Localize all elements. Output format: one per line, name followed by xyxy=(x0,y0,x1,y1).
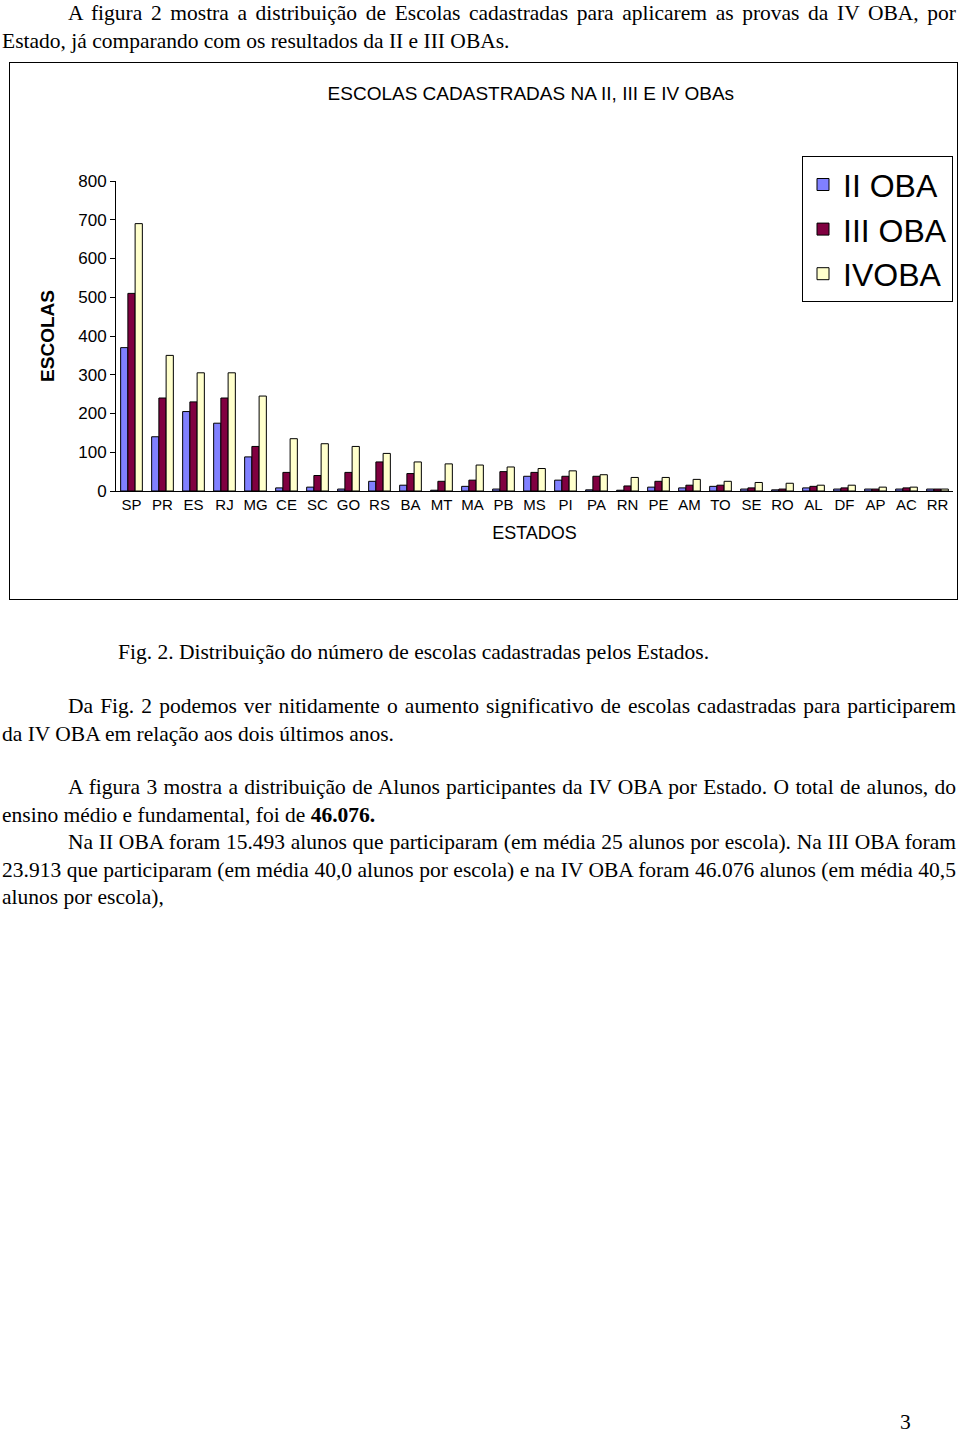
svg-text:III OBA: III OBA xyxy=(843,213,947,249)
svg-text:PA: PA xyxy=(587,496,606,513)
svg-text:100: 100 xyxy=(78,443,106,462)
html-text:Fig. 2. Distribuição do número: Fig. 2. Distribuição do número de escola… xyxy=(118,640,710,664)
svg-text:RJ: RJ xyxy=(215,496,233,513)
svg-text:200: 200 xyxy=(78,404,106,423)
svg-text:PI: PI xyxy=(558,496,572,513)
svg-text:MT: MT xyxy=(431,496,453,513)
svg-text:II OBA: II OBA xyxy=(843,168,938,204)
html-text:3: 3 xyxy=(900,1410,911,1434)
svg-text:400: 400 xyxy=(78,327,106,346)
svg-text:GO: GO xyxy=(337,496,360,513)
svg-text:RO: RO xyxy=(771,496,794,513)
svg-text:AC: AC xyxy=(896,496,917,513)
svg-text:800: 800 xyxy=(78,172,106,191)
svg-text:DF: DF xyxy=(835,496,855,513)
svg-text:SC: SC xyxy=(307,496,328,513)
svg-text:IVOBA: IVOBA xyxy=(843,257,941,293)
html-text:A figura 3 mostra a distribuiç: A figura 3 mostra a distribuição de Alun… xyxy=(2,775,956,827)
svg-text:MA: MA xyxy=(461,496,484,513)
svg-text:500: 500 xyxy=(78,288,106,307)
svg-text:RN: RN xyxy=(617,496,639,513)
svg-text:CE: CE xyxy=(276,496,297,513)
svg-text:SP: SP xyxy=(121,496,141,513)
svg-text:AP: AP xyxy=(865,496,885,513)
svg-text:SE: SE xyxy=(741,496,761,513)
svg-text:ES: ES xyxy=(183,496,203,513)
svg-text:AL: AL xyxy=(804,496,822,513)
svg-text:700: 700 xyxy=(78,211,106,230)
svg-text:RR: RR xyxy=(927,496,949,513)
svg-text:PE: PE xyxy=(648,496,668,513)
html-text:Da Fig. 2 podemos ver nitidame: Da Fig. 2 podemos ver nitidamente o aume… xyxy=(2,694,956,746)
html-text:A figura 2 mostra a distribuiç: A figura 2 mostra a distribuição de Esco… xyxy=(2,1,956,53)
html-text:Na II OBA foram 15.493 alunos: Na II OBA foram 15.493 alunos que partic… xyxy=(2,830,956,909)
svg-text:TO: TO xyxy=(710,496,731,513)
svg-text:MG: MG xyxy=(243,496,267,513)
svg-text:ESTADOS: ESTADOS xyxy=(492,523,577,543)
svg-text:ESCOLAS CADASTRADAS NA II, III: ESCOLAS CADASTRADAS NA II, III E IV OBAs xyxy=(328,83,735,104)
svg-text:RS: RS xyxy=(369,496,390,513)
svg-text:MS: MS xyxy=(523,496,546,513)
svg-text:BA: BA xyxy=(400,496,420,513)
svg-text:0: 0 xyxy=(97,482,106,501)
svg-text:PR: PR xyxy=(152,496,173,513)
svg-text:300: 300 xyxy=(78,366,106,385)
svg-text:ESCOLAS: ESCOLAS xyxy=(37,290,58,382)
svg-text:600: 600 xyxy=(78,249,106,268)
svg-text:PB: PB xyxy=(493,496,513,513)
svg-text:AM: AM xyxy=(678,496,701,513)
